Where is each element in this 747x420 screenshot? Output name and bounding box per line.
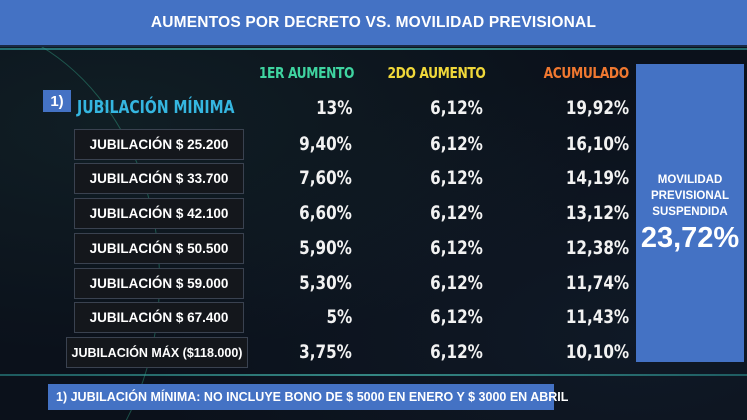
page-title: AUMENTOS POR DECRETO VS. MOVILIDAD PREVI… bbox=[150, 13, 597, 31]
column-header-second-increase: 2DO AUMENTO bbox=[387, 64, 485, 82]
row-second-value: 6,12% bbox=[430, 341, 483, 363]
title-bar: AUMENTOS POR DECRETO VS. MOVILIDAD PREVI… bbox=[0, 0, 747, 47]
column-header-first-increase: 1ER AUMENTO bbox=[258, 64, 355, 82]
movilidad-line-2: PREVISIONAL bbox=[651, 189, 729, 202]
row-first-value: 6,60% bbox=[299, 202, 352, 224]
row-label: JUBILACIÓN $ 59.000 bbox=[74, 268, 244, 299]
movilidad-suspended-box: MOVILIDAD PREVISIONAL SUSPENDIDA 23,72% bbox=[636, 64, 744, 362]
row-second-value: 6,12% bbox=[430, 306, 483, 328]
row-accumulated-value: 11,74% bbox=[565, 272, 629, 294]
row-label: JUBILACIÓN $ 33.700 bbox=[74, 163, 244, 194]
row-accumulated-value: 11,43% bbox=[565, 306, 629, 328]
divider bbox=[0, 48, 747, 50]
row-second-value: 6,12% bbox=[430, 167, 483, 189]
row-first-value: 9,40% bbox=[299, 133, 352, 155]
row-accumulated-value: 16,10% bbox=[565, 133, 629, 155]
row-label: JUBILACIÓN $ 25.200 bbox=[74, 129, 244, 160]
row-first-value: 5,30% bbox=[299, 272, 352, 294]
column-header-accumulated: ACUMULADO bbox=[543, 64, 630, 82]
row-accumulated-value: 12,38% bbox=[565, 237, 629, 259]
movilidad-line-3: SUSPENDIDA bbox=[652, 205, 728, 218]
row-second-value: 6,12% bbox=[430, 237, 483, 259]
movilidad-line-1: MOVILIDAD bbox=[657, 173, 723, 186]
movilidad-value: 23,72% bbox=[640, 221, 740, 254]
row-first-value: 7,60% bbox=[299, 167, 352, 189]
row-accumulated-value: 10,10% bbox=[565, 341, 629, 363]
minimum-pension-label: JUBILACIÓN MÍNIMA bbox=[77, 97, 235, 118]
minimum-accumulated-value: 19,92% bbox=[565, 97, 629, 119]
row-second-value: 6,12% bbox=[430, 133, 483, 155]
row-label: JUBILACIÓN MÁX ($118.000) bbox=[66, 337, 248, 368]
footnote: 1) JUBILACIÓN MÍNIMA: NO INCLUYE BONO DE… bbox=[48, 384, 568, 410]
row-label: JUBILACIÓN $ 50.500 bbox=[74, 233, 244, 264]
minimum-second-value: 6,12% bbox=[430, 97, 483, 119]
row-label: JUBILACIÓN $ 42.100 bbox=[74, 198, 244, 229]
row-first-value: 5% bbox=[326, 306, 352, 328]
divider bbox=[0, 374, 747, 376]
row-label: JUBILACIÓN $ 67.400 bbox=[74, 302, 244, 333]
row-second-value: 6,12% bbox=[430, 272, 483, 294]
row-accumulated-value: 14,19% bbox=[565, 167, 629, 189]
row-first-value: 5,90% bbox=[299, 237, 352, 259]
row-second-value: 6,12% bbox=[430, 202, 483, 224]
row-first-value: 3,75% bbox=[299, 341, 352, 363]
footnote-badge: 1) bbox=[43, 90, 71, 112]
minimum-first-value: 13% bbox=[315, 97, 352, 119]
row-accumulated-value: 13,12% bbox=[565, 202, 629, 224]
